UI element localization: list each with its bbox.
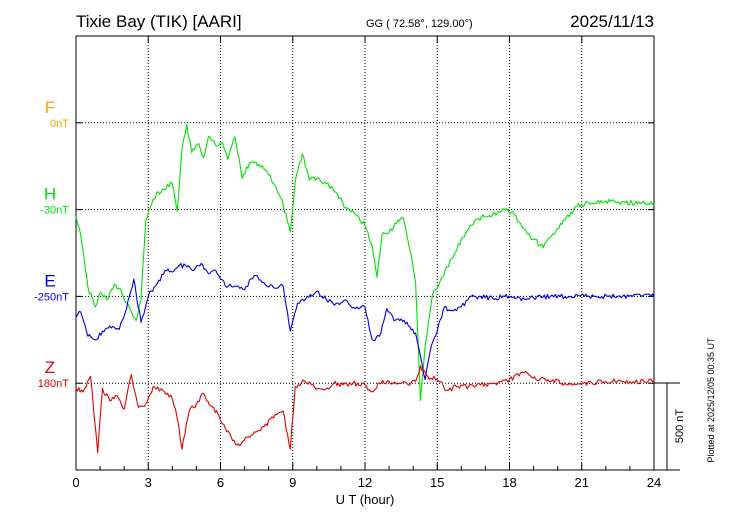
chart-grid — [75, 35, 655, 471]
x-tick-label: 12 — [358, 475, 372, 490]
baseline-label-h: -30nT — [40, 205, 69, 217]
x-tick-label: 0 — [72, 475, 79, 490]
x-tick-label: 21 — [575, 475, 589, 490]
x-tick-label: 3 — [145, 475, 152, 490]
x-tick-label: 9 — [289, 475, 296, 490]
channel-label-f: F — [45, 98, 55, 117]
channel-label-h: H — [44, 185, 56, 204]
series-line-z — [75, 365, 655, 454]
channel-label-z: Z — [45, 358, 55, 377]
station-title: Tixie Bay (TIK) [AARI] — [76, 12, 242, 31]
scale-bar-label: 500 nT — [674, 409, 686, 444]
baseline-label-f: 0nT — [50, 118, 69, 130]
x-tick-label: 6 — [217, 475, 224, 490]
x-tick-label: 15 — [430, 475, 444, 490]
x-tick-label: 24 — [647, 475, 661, 490]
chart-series — [75, 123, 655, 454]
x-axis: 0 3 6 9 12 15 18 21 24 — [72, 36, 661, 490]
scale-bar: 500 nT — [654, 382, 686, 471]
x-axis-label: U T (hour) — [336, 492, 395, 507]
series-line-e — [75, 262, 655, 381]
series-line-h — [75, 123, 655, 402]
baseline-label-e: -250nT — [34, 291, 69, 303]
baseline-label-z: 180nT — [38, 378, 69, 390]
channel-label-e: E — [44, 271, 55, 290]
plotted-at-label: Plotted at 2025/12/05 00:35 UT — [706, 337, 716, 463]
coordinates-label: GG ( 72.58°, 129.00°) — [366, 18, 473, 30]
x-tick-label: 18 — [502, 475, 516, 490]
date-label: 2025/11/13 — [570, 12, 654, 31]
